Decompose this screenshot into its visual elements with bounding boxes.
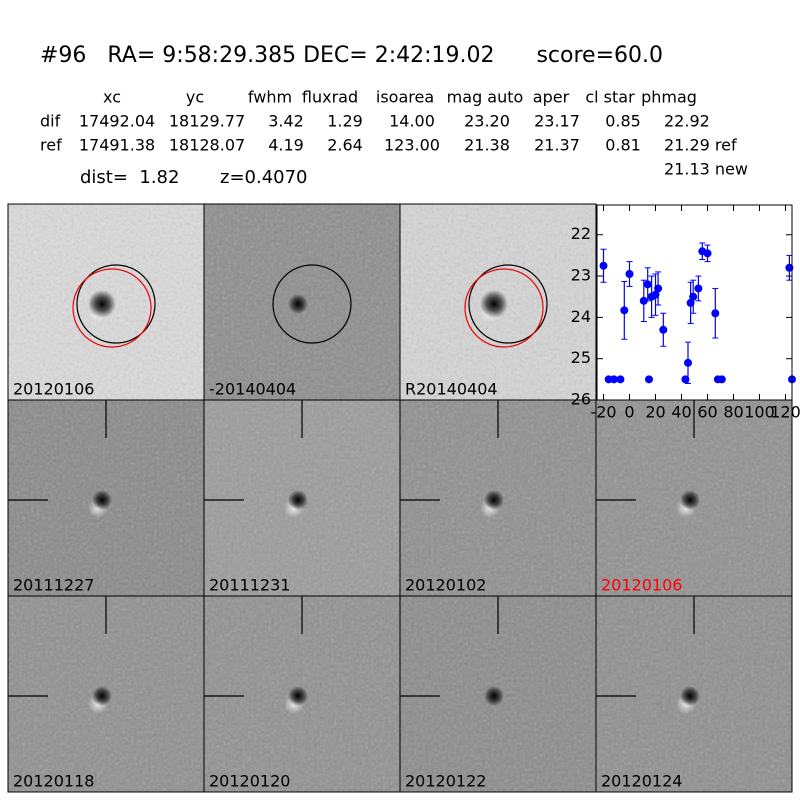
stamp-source <box>92 490 112 510</box>
cell: 23.17 <box>534 112 580 131</box>
stamp-label: -20140404 <box>209 380 296 399</box>
data-point <box>711 309 720 318</box>
data-point <box>643 280 652 289</box>
cell: 123.00 <box>384 136 440 155</box>
data-point <box>659 325 668 334</box>
column-header: mag auto <box>447 88 524 107</box>
stamp-label: 20120120 <box>209 772 290 791</box>
column-header: isoarea <box>376 88 434 107</box>
data-point <box>639 296 648 305</box>
data-point <box>654 284 663 293</box>
stamp-label: 20120106 <box>601 576 682 595</box>
redshift: z=0.4070 <box>220 167 308 188</box>
x-tick-label: 40 <box>671 403 691 422</box>
stamp-label: 20120102 <box>405 576 486 595</box>
cell: 21.37 <box>534 136 580 155</box>
stamp-source <box>288 686 308 706</box>
table-note: 21.13 new <box>664 160 748 179</box>
column-header: phmag <box>641 88 697 107</box>
column-header: fluxrad <box>302 88 358 107</box>
y-tick-label: 23 <box>571 266 591 285</box>
stamp-source <box>88 290 116 318</box>
x-tick-label: 120 <box>770 403 800 422</box>
x-tick-label: 0 <box>624 403 634 422</box>
aperture <box>76 264 156 344</box>
x-tick-label: 100 <box>744 403 775 422</box>
x-tick-label: 60 <box>697 403 717 422</box>
x-tick-label: 80 <box>723 403 743 422</box>
row-label: dif <box>40 112 61 131</box>
stamp-label: R20140404 <box>405 380 498 399</box>
column-header: aper <box>533 88 570 107</box>
cell: 18129.77 <box>169 112 245 131</box>
stamp-source <box>480 290 508 318</box>
cell: 17491.38 <box>79 136 155 155</box>
y-tick-label: 24 <box>571 307 591 326</box>
x-tick-label: 20 <box>645 403 665 422</box>
stamp-label: 20120122 <box>405 772 486 791</box>
column-header: xc <box>103 88 121 107</box>
title: #96 RA= 9:58:29.385 DEC= 2:42:19.02 scor… <box>40 43 663 68</box>
data-point <box>694 284 703 293</box>
y-tick-label: 26 <box>571 390 591 409</box>
data-point <box>785 263 794 272</box>
data-point <box>686 298 695 307</box>
cell: 17492.04 <box>79 112 155 131</box>
panels: 20120106 -20140404 R20140404 20111227 201112… <box>7 203 793 793</box>
cell: 18128.07 <box>169 136 245 155</box>
cell: 2.64 <box>327 136 363 155</box>
stamp-source <box>484 686 504 706</box>
stamp-source <box>288 294 308 314</box>
data-point <box>620 306 629 315</box>
x-tick-label: -20 <box>590 403 616 422</box>
column-header: fwhm <box>248 88 292 107</box>
cell: 4.19 <box>268 136 304 155</box>
cell: 22.92 <box>664 112 710 131</box>
plot-frame <box>596 204 793 401</box>
column-header: yc <box>186 88 204 107</box>
data-point <box>684 358 692 367</box>
stamp-source <box>680 490 700 510</box>
data-point <box>625 269 634 278</box>
cell: 14.00 <box>389 112 435 131</box>
data-point <box>703 249 712 258</box>
stamp-label: 20120106 <box>13 380 94 399</box>
dist: dist= 1.82 <box>80 167 179 188</box>
data-point <box>616 375 625 384</box>
y-tick-label: 25 <box>571 348 591 367</box>
stamp-label: 20120124 <box>601 772 682 791</box>
data-point <box>609 375 618 384</box>
aperture <box>468 264 548 344</box>
stamp-source <box>92 686 112 706</box>
aperture-ref <box>72 268 152 348</box>
data-point <box>717 375 726 384</box>
cell: 3.42 <box>268 112 304 131</box>
cell: 0.85 <box>605 112 641 131</box>
stamp-label: 20111227 <box>13 576 94 595</box>
stamp-frame <box>595 595 793 793</box>
data-point <box>689 292 698 301</box>
stamp-label: 20120118 <box>13 772 94 791</box>
cell: 23.20 <box>464 112 510 131</box>
cell: 21.29 ref <box>664 136 737 155</box>
row-label: ref <box>40 136 62 155</box>
stamp-source <box>288 490 308 510</box>
stamp-label: 20111231 <box>209 576 290 595</box>
cell: 0.81 <box>605 136 641 155</box>
aperture <box>272 264 352 344</box>
cell: 1.29 <box>327 112 363 131</box>
data-point <box>645 375 653 384</box>
y-tick-label: 22 <box>571 224 591 243</box>
stamp-source <box>680 686 700 706</box>
column-header: cl star <box>585 88 635 107</box>
cell: 21.38 <box>464 136 510 155</box>
stamp-source <box>484 490 504 510</box>
aperture-ref <box>464 268 544 348</box>
data-point <box>599 261 608 270</box>
